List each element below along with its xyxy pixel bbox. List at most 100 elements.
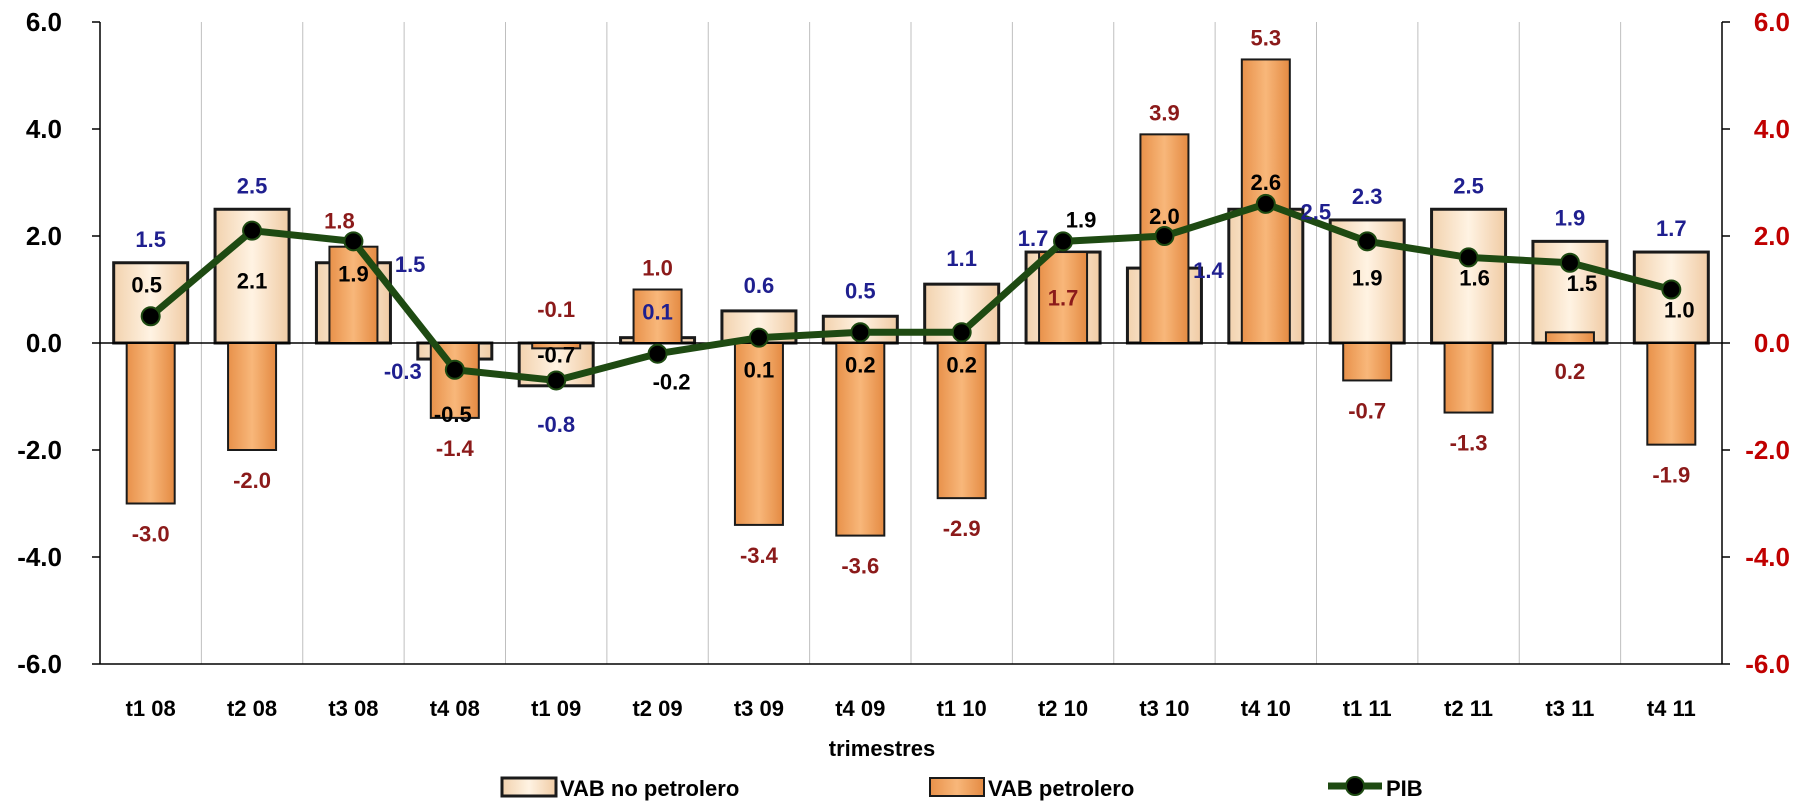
y-tick-label-left: 0.0 (26, 328, 62, 358)
x-tick-label: t3 09 (734, 696, 784, 721)
pib-point (850, 322, 871, 343)
label-pib: 0.1 (744, 358, 775, 383)
bar-vab-petrolero (1544, 331, 1595, 344)
legend-label-vab-no-petrolero: VAB no petrolero (560, 776, 739, 801)
bar-vab-no-petrolero (1430, 207, 1508, 345)
label-pib: -0.5 (434, 402, 472, 427)
label-vab-petrolero: -2.0 (233, 468, 271, 493)
x-tick-label: t4 11 (1647, 696, 1696, 721)
pib-point (140, 306, 161, 327)
label-pib: 0.2 (845, 352, 876, 377)
label-vab-no-petrolero: 1.1 (946, 246, 977, 271)
x-tick-label: t1 08 (126, 696, 176, 721)
x-tick-label: t2 11 (1444, 696, 1493, 721)
label-vab-petrolero: -0.1 (537, 297, 575, 322)
legend-marker-pib (1345, 776, 1365, 796)
pib-point (1559, 252, 1580, 273)
y-tick-label-left: 2.0 (26, 221, 62, 251)
label-pib: 2.1 (237, 269, 268, 294)
bar-vab-no-petrolero (112, 261, 190, 345)
label-vab-no-petrolero: 2.5 (1301, 199, 1332, 224)
legend-swatch-vab-petrolero (929, 777, 985, 797)
bar-vab-petrolero (1038, 251, 1089, 344)
label-pib: 0.5 (131, 272, 162, 297)
label-vab-petrolero: -1.4 (436, 436, 475, 461)
pib-point (951, 322, 972, 343)
pib-point (343, 231, 364, 252)
label-vab-no-petrolero: 1.7 (1656, 216, 1687, 241)
legend-label-pib: PIB (1386, 776, 1423, 801)
pib-point (1661, 279, 1682, 300)
label-pib: 1.6 (1459, 265, 1490, 290)
label-pib: 1.0 (1664, 298, 1695, 323)
label-vab-petrolero: 1.0 (642, 256, 673, 281)
label-vab-no-petrolero: 1.5 (135, 227, 166, 252)
bar-vab-petrolero (1342, 342, 1393, 382)
y-tick-label-right: -2.0 (1745, 435, 1790, 465)
x-tick-label: t3 10 (1139, 696, 1189, 721)
y-tick-label-left: -6.0 (17, 649, 62, 679)
bar-vab-petrolero (1646, 342, 1697, 446)
label-pib: -0.2 (653, 370, 691, 395)
label-vab-petrolero: -3.4 (740, 543, 779, 568)
bar-vab-petrolero (429, 342, 480, 419)
label-vab-petrolero: 1.8 (324, 209, 355, 234)
pib-line (140, 193, 1682, 391)
label-vab-no-petrolero: 0.1 (642, 300, 673, 325)
label-vab-no-petrolero: -0.8 (537, 412, 575, 437)
label-vab-no-petrolero: 0.5 (845, 278, 876, 303)
bar-vab-petrolero (632, 288, 683, 344)
label-vab-petrolero: -3.0 (132, 522, 170, 547)
x-tick-label: t1 11 (1343, 696, 1392, 721)
y-tick-label-right: -4.0 (1745, 542, 1790, 572)
y-tick-label-left: 4.0 (26, 114, 62, 144)
label-vab-petrolero: -2.9 (943, 516, 981, 541)
bar-vab-petrolero (1443, 342, 1494, 414)
x-tick-label: t3 11 (1545, 696, 1594, 721)
y-tick-label-right: 6.0 (1754, 7, 1790, 37)
pib-point (1053, 231, 1074, 252)
y-tick-label-right: 0.0 (1754, 328, 1790, 358)
label-vab-no-petrolero: 2.5 (237, 173, 268, 198)
pib-point (748, 327, 769, 348)
y-tick-label-left: -2.0 (17, 435, 62, 465)
pib-point (1458, 247, 1479, 268)
y-tick-label-right: -6.0 (1745, 649, 1790, 679)
label-vab-petrolero: -3.6 (841, 554, 879, 579)
pib-point (1255, 193, 1276, 214)
label-vab-no-petrolero: 2.5 (1453, 173, 1484, 198)
legend-swatch-vab-no-petrolero (500, 776, 558, 798)
bar-vab-no-petrolero (1632, 250, 1710, 345)
x-tick-label: t2 09 (632, 696, 682, 721)
x-tick-label: t3 08 (328, 696, 378, 721)
label-pib: 0.2 (946, 352, 977, 377)
label-vab-no-petrolero: 1.5 (395, 252, 426, 277)
label-vab-no-petrolero: 0.6 (744, 273, 775, 298)
label-pib: 1.5 (1567, 271, 1598, 296)
x-axis-title: trimestres (829, 736, 935, 761)
pib-point (1154, 226, 1175, 246)
label-vab-no-petrolero: 1.4 (1193, 258, 1224, 283)
pib-point (546, 370, 567, 391)
label-vab-petrolero: 3.9 (1149, 100, 1180, 125)
pib-line-path (148, 200, 1673, 384)
bar-vab-petrolero (936, 342, 987, 500)
label-vab-petrolero: -0.7 (1348, 398, 1386, 423)
label-vab-no-petrolero: 1.9 (1555, 205, 1586, 230)
x-tick-label: t2 08 (227, 696, 277, 721)
pib-point (1357, 231, 1378, 252)
label-pib: 1.9 (338, 261, 369, 286)
x-tick-label: t2 10 (1038, 696, 1088, 721)
x-tick-label: t1 09 (531, 696, 581, 721)
label-pib: 2.0 (1149, 204, 1180, 229)
bar-vab-petrolero (125, 342, 176, 505)
bar-vab-petrolero (733, 342, 784, 526)
label-vab-no-petrolero: 2.3 (1352, 184, 1383, 209)
label-pib: 1.9 (1066, 207, 1097, 232)
label-vab-petrolero: -1.3 (1450, 431, 1488, 456)
pib-point (242, 220, 263, 241)
legend-label-vab-petrolero: VAB petrolero (988, 776, 1134, 801)
bar-vab-petrolero (227, 342, 278, 451)
label-pib: 1.9 (1352, 265, 1383, 290)
